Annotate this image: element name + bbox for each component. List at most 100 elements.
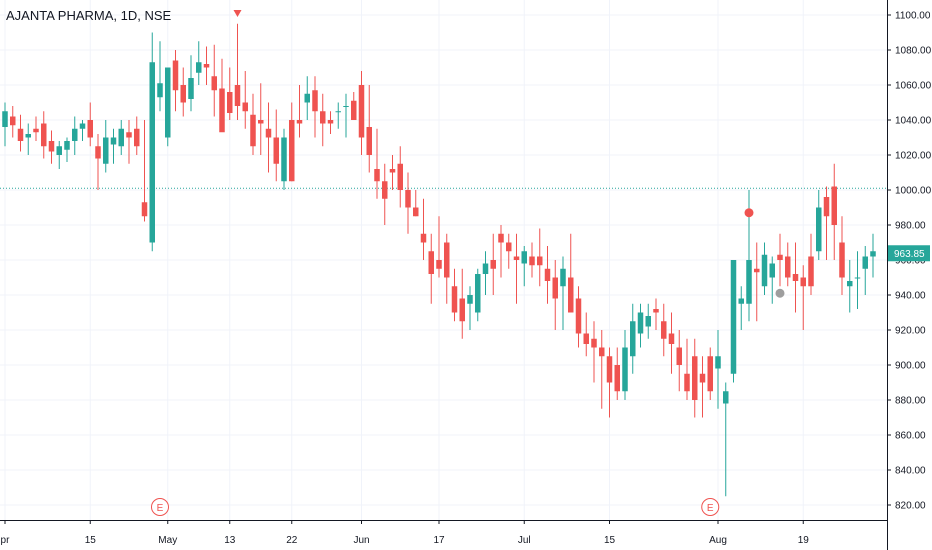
candle-body	[196, 62, 202, 73]
time-axis-ticks: pr 15 May 13 22 Jun 17 Jul 15 Aug 19	[1, 520, 810, 546]
last-price-value: 963.85	[894, 249, 925, 260]
candle-body	[831, 186, 837, 225]
candle-body	[188, 78, 194, 99]
candle-body	[203, 64, 210, 68]
price-tick-label: 880.00	[895, 396, 926, 407]
candle-body	[684, 373, 690, 392]
candle-body	[219, 88, 225, 133]
candle-body	[79, 123, 86, 129]
candle-body	[289, 120, 295, 182]
price-tick-label: 840.00	[895, 466, 926, 477]
candle-body	[397, 163, 403, 190]
candle-body	[467, 295, 473, 304]
candle-body	[273, 137, 279, 164]
price-tick-label: 1060.00	[895, 81, 932, 92]
price-tick-label: 1040.00	[895, 116, 932, 127]
candle-body	[165, 67, 171, 138]
candle-body	[265, 128, 272, 138]
candle-body	[862, 256, 868, 269]
candle-body	[614, 365, 620, 392]
price-tick-label: 940.00	[895, 291, 926, 302]
candle-body	[258, 120, 264, 124]
price-axis-ticks: 1100.00 1080.00 1060.00 1040.00 1020.00 1000.…	[887, 11, 932, 512]
candle-body	[17, 128, 24, 141]
candle-body	[118, 128, 124, 147]
price-axis[interactable]	[887, 0, 932, 550]
price-tick-label: 920.00	[895, 326, 926, 337]
candle-body	[622, 347, 628, 392]
candle-body	[537, 256, 543, 266]
candle-body	[630, 321, 636, 357]
candle-body	[637, 312, 644, 334]
candle-body	[312, 90, 318, 112]
candle-body	[723, 391, 729, 404]
candle-body	[560, 268, 566, 287]
candle-body	[2, 111, 8, 127]
candle-body	[351, 100, 357, 120]
candle-body	[529, 256, 535, 266]
candle-body	[870, 251, 876, 257]
candle-body	[816, 207, 822, 252]
candle-body	[645, 316, 651, 327]
time-tick-label: 17	[433, 535, 445, 546]
time-tick-label: 15	[604, 535, 616, 546]
candle-body	[358, 85, 365, 138]
candle-body	[374, 169, 380, 182]
candle-body	[490, 260, 496, 269]
candle-body	[591, 338, 597, 348]
candle-body	[769, 263, 775, 278]
symbol-title[interactable]: AJANTA PHARMA, 1D, NSE	[6, 8, 172, 23]
time-tick-label: 13	[224, 535, 236, 546]
candle-body	[738, 298, 744, 304]
candle-body	[110, 137, 117, 145]
price-tick-label: 900.00	[895, 361, 926, 372]
candle-body	[428, 251, 434, 274]
sell-arrow-icon	[233, 10, 242, 17]
candle-body	[172, 60, 179, 91]
time-tick-label: Jun	[353, 535, 369, 546]
price-tick-label: 1100.00	[895, 11, 931, 22]
candle-body	[513, 256, 520, 260]
candle-body	[389, 169, 396, 173]
candle-body	[808, 256, 814, 287]
candle-body	[180, 85, 186, 103]
candle-body	[754, 268, 760, 273]
time-tick-label: 19	[798, 535, 810, 546]
candle-body	[699, 373, 706, 383]
candle-body	[134, 128, 140, 147]
candle-body	[41, 123, 47, 147]
signal-dot-icon	[744, 208, 754, 218]
candle-body	[366, 127, 372, 155]
time-tick-label: May	[158, 535, 177, 546]
candle-body	[707, 356, 713, 392]
candle-body	[444, 242, 450, 278]
candle-body	[777, 254, 783, 260]
candle-body	[405, 190, 411, 208]
time-tick-label: 22	[286, 535, 298, 546]
candle-body	[606, 356, 613, 383]
candle-body	[48, 141, 55, 152]
candle-body	[87, 120, 93, 138]
candle-body	[544, 268, 551, 281]
candle-body	[56, 146, 62, 155]
last-price-label: 963.85	[888, 245, 930, 262]
signal-dot-gray-icon	[775, 288, 785, 298]
time-tick-label: pr	[1, 535, 11, 546]
candle-body	[320, 111, 326, 124]
candle-body	[521, 251, 527, 264]
time-axis[interactable]	[0, 520, 887, 550]
price-tick-label: 1000.00	[895, 186, 932, 197]
price-tick-label: 1020.00	[895, 151, 932, 162]
price-tick-label: 980.00	[895, 221, 926, 232]
candle-body	[475, 274, 481, 313]
price-tick-label: 1080.00	[895, 46, 932, 57]
candle-body	[95, 146, 101, 159]
signal-markers	[233, 10, 785, 298]
candle-body	[730, 260, 737, 374]
time-tick-label: 15	[85, 535, 97, 546]
candle-body	[304, 93, 310, 103]
candle-body	[141, 202, 148, 217]
candle-body	[33, 128, 39, 133]
candle-body	[343, 106, 349, 107]
